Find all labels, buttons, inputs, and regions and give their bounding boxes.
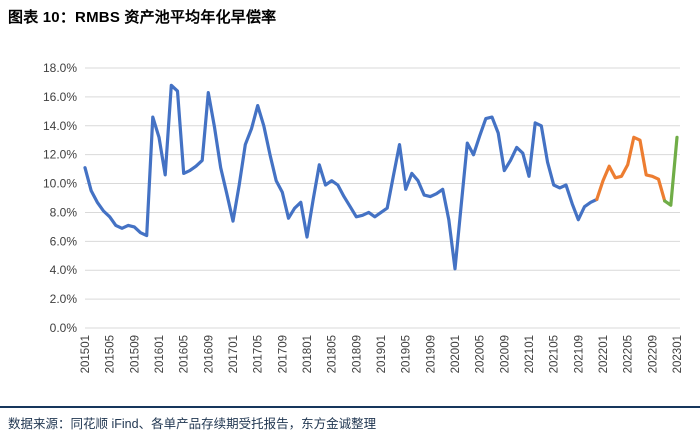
- y-tick-label: 10.0%: [43, 177, 77, 191]
- page-title: 图表 10：RMBS 资产池平均年化早偿率: [8, 9, 277, 26]
- x-tick-label: 201501: [80, 335, 92, 373]
- gridlines: [85, 67, 680, 329]
- x-tick-label: 201809: [351, 335, 363, 373]
- x-tick-label: 201509: [129, 335, 141, 373]
- x-tick-label: 202109: [573, 335, 585, 373]
- y-tick-label: 16.0%: [43, 90, 77, 104]
- x-tick-label: 201901: [376, 335, 388, 373]
- y-tick-label: 4.0%: [50, 263, 78, 277]
- x-tick-label: 201801: [302, 335, 314, 373]
- prepayment-rate-line-chart: 0.0% 2.0% 4.0% 6.0% 8.0% 10.0% 12.0% 14.0% 16.0%…: [0, 40, 700, 406]
- x-tick-label: 201909: [425, 335, 437, 373]
- y-tick-label: 14.0%: [43, 119, 77, 133]
- footer-divider: 数据来源：同花顺 iFind、各单产品存续期受托报告，东方金诚整理: [0, 406, 700, 432]
- x-tick-label: 201709: [277, 335, 289, 373]
- x-tick-label: 201505: [105, 335, 117, 373]
- x-tick-label: 201805: [327, 335, 339, 373]
- x-tick-label: 202205: [623, 335, 635, 373]
- x-tick-label: 202101: [524, 335, 536, 373]
- x-tick-label: 202001: [450, 335, 462, 373]
- x-tick-label: 201605: [179, 335, 191, 373]
- x-tick-label: 202209: [647, 335, 659, 373]
- x-tick-label: 202105: [549, 335, 561, 373]
- x-tick-label: 202301: [672, 335, 684, 373]
- series-line-orange: [595, 135, 667, 203]
- x-tick-label: 202005: [475, 335, 487, 373]
- x-tick-label: 201601: [154, 335, 166, 373]
- x-axis-labels: 201501 201505 201509 201601 201605 201609 2017…: [80, 335, 684, 373]
- series-line-green: [663, 135, 679, 207]
- y-tick-label: 0.0%: [50, 321, 78, 335]
- y-tick-label: 6.0%: [50, 234, 78, 248]
- y-tick-label: 8.0%: [50, 205, 78, 219]
- x-tick-label: 202009: [499, 335, 511, 373]
- x-tick-label: 202201: [598, 335, 610, 373]
- y-tick-label: 12.0%: [43, 148, 77, 162]
- y-tick-label: 18.0%: [43, 61, 77, 75]
- chart-canvas: 0.0% 2.0% 4.0% 6.0% 8.0% 10.0% 12.0% 14.0% 16.0%…: [43, 61, 684, 373]
- x-tick-label: 201609: [203, 335, 215, 373]
- x-tick-label: 201701: [228, 335, 240, 373]
- y-tick-label: 2.0%: [50, 292, 78, 306]
- x-tick-label: 201705: [253, 335, 265, 373]
- data-source-note: 数据来源：同花顺 iFind、各单产品存续期受托报告，东方金诚整理: [8, 417, 377, 431]
- series-line-blue: [83, 83, 599, 271]
- y-axis-labels: 0.0% 2.0% 4.0% 6.0% 8.0% 10.0% 12.0% 14.0% 16.0%…: [43, 61, 77, 335]
- x-tick-label: 201905: [401, 335, 413, 373]
